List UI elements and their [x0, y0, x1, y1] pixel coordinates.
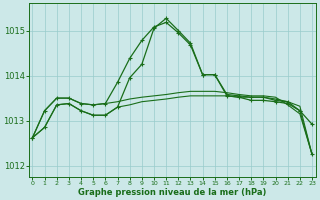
- X-axis label: Graphe pression niveau de la mer (hPa): Graphe pression niveau de la mer (hPa): [78, 188, 267, 197]
